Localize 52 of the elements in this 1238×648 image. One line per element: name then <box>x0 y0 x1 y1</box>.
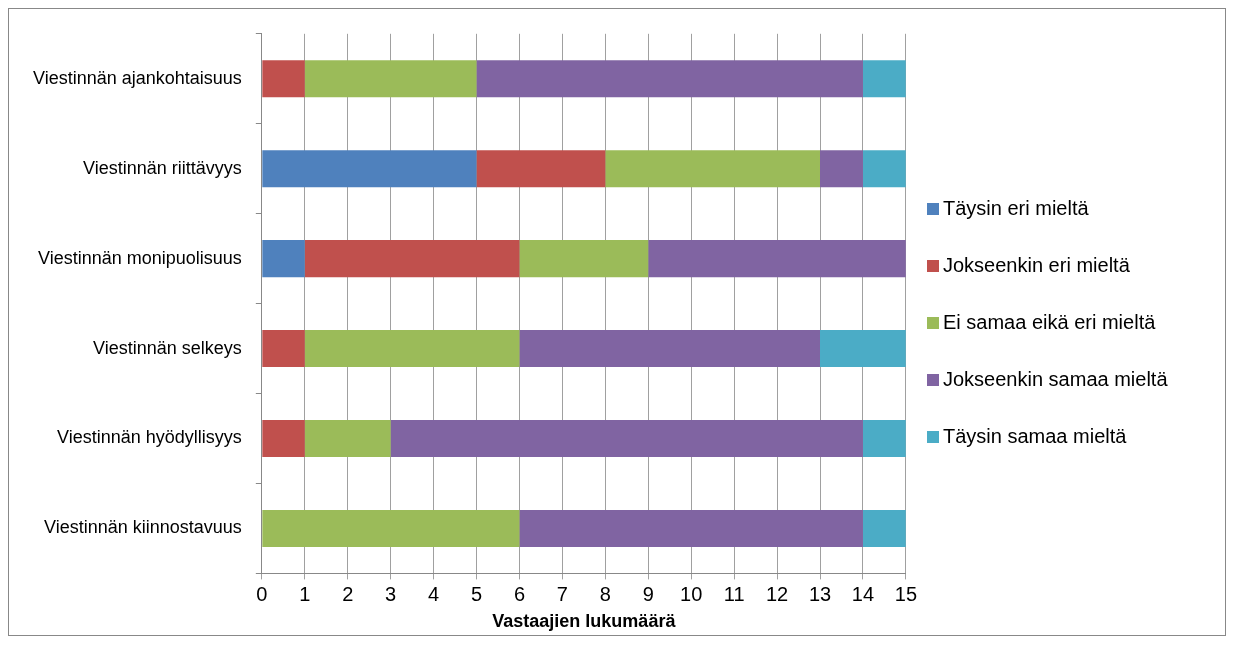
bar <box>605 150 820 188</box>
bar <box>262 150 477 188</box>
bar <box>519 330 820 368</box>
bar <box>519 509 863 547</box>
bar <box>262 509 520 547</box>
x-tick-label: 14 <box>851 582 875 605</box>
y-tick-label: Viestinnän hyödyllisyys <box>57 427 242 448</box>
legend-label: Täysin eri mieltä <box>943 195 1090 221</box>
x-tick-label: 0 <box>256 582 268 605</box>
bar <box>304 240 520 278</box>
x-tick-label: 1 <box>299 582 311 605</box>
bar <box>304 419 391 458</box>
bar <box>476 150 606 188</box>
bar <box>820 150 863 188</box>
y-tick-label: Viestinnän monipuolisuus <box>38 247 242 268</box>
x-tick-label: 5 <box>470 582 483 605</box>
legend-label: Ei samaa eikä eri mieltä <box>943 309 1157 335</box>
bar <box>262 419 305 458</box>
x-tick-label: 4 <box>428 582 440 605</box>
x-tick-label: 15 <box>894 582 917 605</box>
x-tick-label: 11 <box>723 582 745 605</box>
bar <box>862 509 906 547</box>
bar <box>862 419 906 458</box>
bar <box>390 419 863 458</box>
y-tick-label: Viestinnän kiinnostavuus <box>44 517 242 538</box>
y-tick-label: Viestinnän riittävyys <box>83 157 242 178</box>
y-tick-label: Viestinnän selkeys <box>93 337 242 358</box>
bar <box>262 240 305 278</box>
bar <box>862 60 906 98</box>
bar <box>476 60 863 98</box>
bar <box>648 240 906 278</box>
x-tick-label: 6 <box>513 582 525 605</box>
x-tick-label: 12 <box>765 582 789 605</box>
x-tick-label: 10 <box>680 582 703 605</box>
x-tick-label: 3 <box>385 582 397 605</box>
legend-label: Jokseenkin eri mieltä <box>943 252 1131 278</box>
x-tick-label: 9 <box>642 582 654 605</box>
bar <box>262 60 305 98</box>
x-tick-label: 7 <box>556 582 568 605</box>
bar <box>862 150 906 188</box>
bar <box>304 60 477 98</box>
bar <box>820 330 906 368</box>
y-tick-label: Viestinnän ajankohtaisuus <box>32 67 242 88</box>
x-tick-label: 2 <box>342 582 354 605</box>
x-axis-title: Vastaajien lukumäärä <box>492 611 677 632</box>
legend-label: Täysin samaa mieltä <box>943 423 1128 449</box>
bar <box>304 330 520 368</box>
x-tick-label: 13 <box>808 582 832 605</box>
x-tick-label: 8 <box>599 582 611 605</box>
bar <box>262 330 305 368</box>
legend-label: Jokseenkin samaa mieltä <box>943 366 1169 392</box>
bar <box>519 240 649 278</box>
